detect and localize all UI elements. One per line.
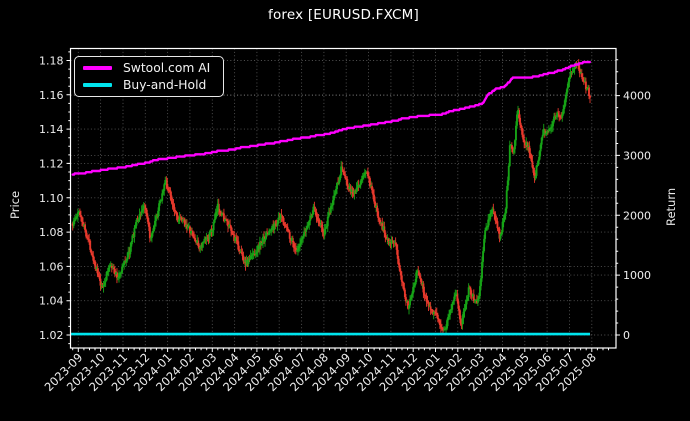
swtool-ai-line	[71, 60, 591, 176]
legend-item-buy-and-hold: Buy-and-Hold	[83, 77, 223, 92]
legend-label-ai: Swtool.com AI	[123, 60, 211, 75]
legend: Swtool.com AI Buy-and-Hold	[74, 56, 224, 97]
svg-text:2000: 2000	[623, 209, 651, 222]
svg-text:1.06: 1.06	[39, 260, 64, 273]
svg-text:1.04: 1.04	[39, 295, 64, 308]
legend-item-ai: Swtool.com AI	[83, 60, 223, 75]
buy-and-hold-line-swatch-icon	[83, 83, 112, 87]
svg-text:1.10: 1.10	[39, 192, 64, 205]
chart-title: forex [EURUSD.FXCM]	[268, 7, 419, 23]
right-axis-tick-labels: 0 1000 2000 3000 4000	[623, 90, 651, 342]
svg-text:1.12: 1.12	[39, 157, 64, 170]
svg-text:1.08: 1.08	[39, 226, 64, 239]
left-axis-tick-labels: 1.02 1.04 1.06 1.08 1.10 1.12 1.14 1.16 1.18	[39, 55, 64, 343]
svg-text:1.16: 1.16	[39, 89, 64, 102]
ai-line-swatch-icon	[83, 66, 112, 70]
svg-text:1.02: 1.02	[39, 329, 64, 342]
price-candlesticks	[71, 59, 591, 335]
legend-label-buy-and-hold: Buy-and-Hold	[123, 77, 207, 92]
svg-text:3000: 3000	[623, 149, 651, 162]
svg-text:1000: 1000	[623, 269, 651, 282]
svg-text:4000: 4000	[623, 90, 651, 103]
left-axis-label: Price	[8, 190, 22, 220]
right-axis-label: Return	[664, 187, 678, 227]
axis-ticks	[66, 51, 620, 352]
svg-text:1.14: 1.14	[39, 123, 64, 136]
svg-text:1.18: 1.18	[39, 55, 64, 68]
svg-text:0: 0	[623, 329, 630, 342]
x-axis-tick-labels: 2023-092023-102023-112023-122024-012024-…	[42, 350, 599, 394]
